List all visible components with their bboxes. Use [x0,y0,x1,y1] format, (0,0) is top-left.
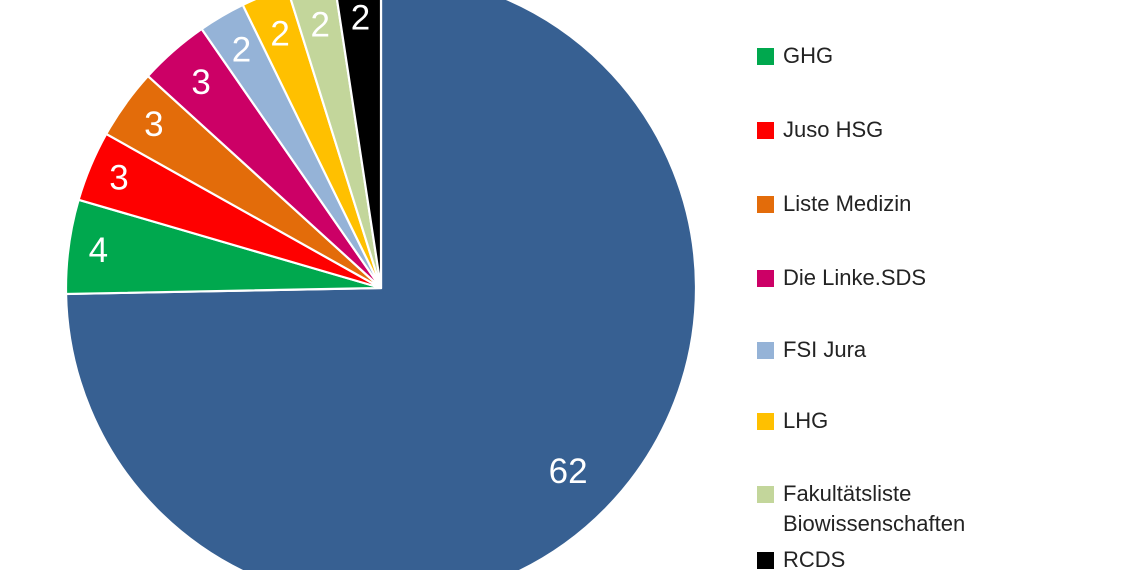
legend-swatch-fsi-jura [757,342,774,359]
legend-item-fsi-jura: FSI Jura [757,335,866,365]
legend-label-lhg: LHG [783,408,829,433]
pie-data-label-main: 62 [549,452,588,491]
pie-slice-fakult-tsliste-biowissenschaften [289,0,383,289]
legend-swatch-rcds [757,552,774,569]
pie-slice-main [64,0,698,570]
pie-data-label-fakult-tsliste-biowissenschaften: 2 [310,6,329,45]
legend-swatch-fakult-tsliste-biowissenschaften [757,486,774,503]
legend-swatch-lhg [757,413,774,430]
chart-legend: GHG Juso HSG Liste Medizin Die Linke.SDS FSI… [757,0,997,570]
legend-item-juso-hsg: Juso HSG [757,115,883,145]
pie-data-label-rcds: 2 [351,0,370,37]
legend-label-die-linke-sds: Die Linke.SDS [783,265,927,290]
legend-swatch-ghg [757,48,774,65]
pie-data-label-ghg: 4 [89,231,108,270]
pie-data-label-fsi-jura: 2 [232,30,251,69]
legend-item-ghg: GHG [757,41,833,71]
pie-slice-lhg [241,0,383,289]
pie-data-label-liste-medizin: 3 [144,105,163,144]
legend-swatch-die-linke-sds [757,270,774,287]
legend-item-lhg: LHG [757,406,828,436]
legend-label-fakult-tsliste-biowissenschaften: Fakultätsliste Biowissenschaften [783,481,966,536]
pie-slice-rcds [335,0,383,289]
pie-data-label-lhg: 2 [270,15,289,54]
legend-swatch-juso-hsg [757,122,774,139]
pie-data-label-juso-hsg: 3 [109,159,128,198]
legend-item-liste-medizin: Liste Medizin [757,189,911,219]
legend-item-die-linke-sds: Die Linke.SDS [757,263,926,293]
legend-item-fakult-tsliste-biowissenschaften: Fakultätsliste Biowissenschaften [757,479,988,539]
legend-label-juso-hsg: Juso HSG [783,117,884,142]
legend-label-rcds: RCDS [783,547,846,570]
legend-swatch-liste-medizin [757,196,774,213]
legend-label-fsi-jura: FSI Jura [783,337,867,362]
legend-label-ghg: GHG [783,43,834,68]
legend-item-rcds: RCDS [757,545,845,570]
pie-data-label-die-linke-sds: 3 [191,63,210,102]
legend-label-liste-medizin: Liste Medizin [783,191,912,216]
